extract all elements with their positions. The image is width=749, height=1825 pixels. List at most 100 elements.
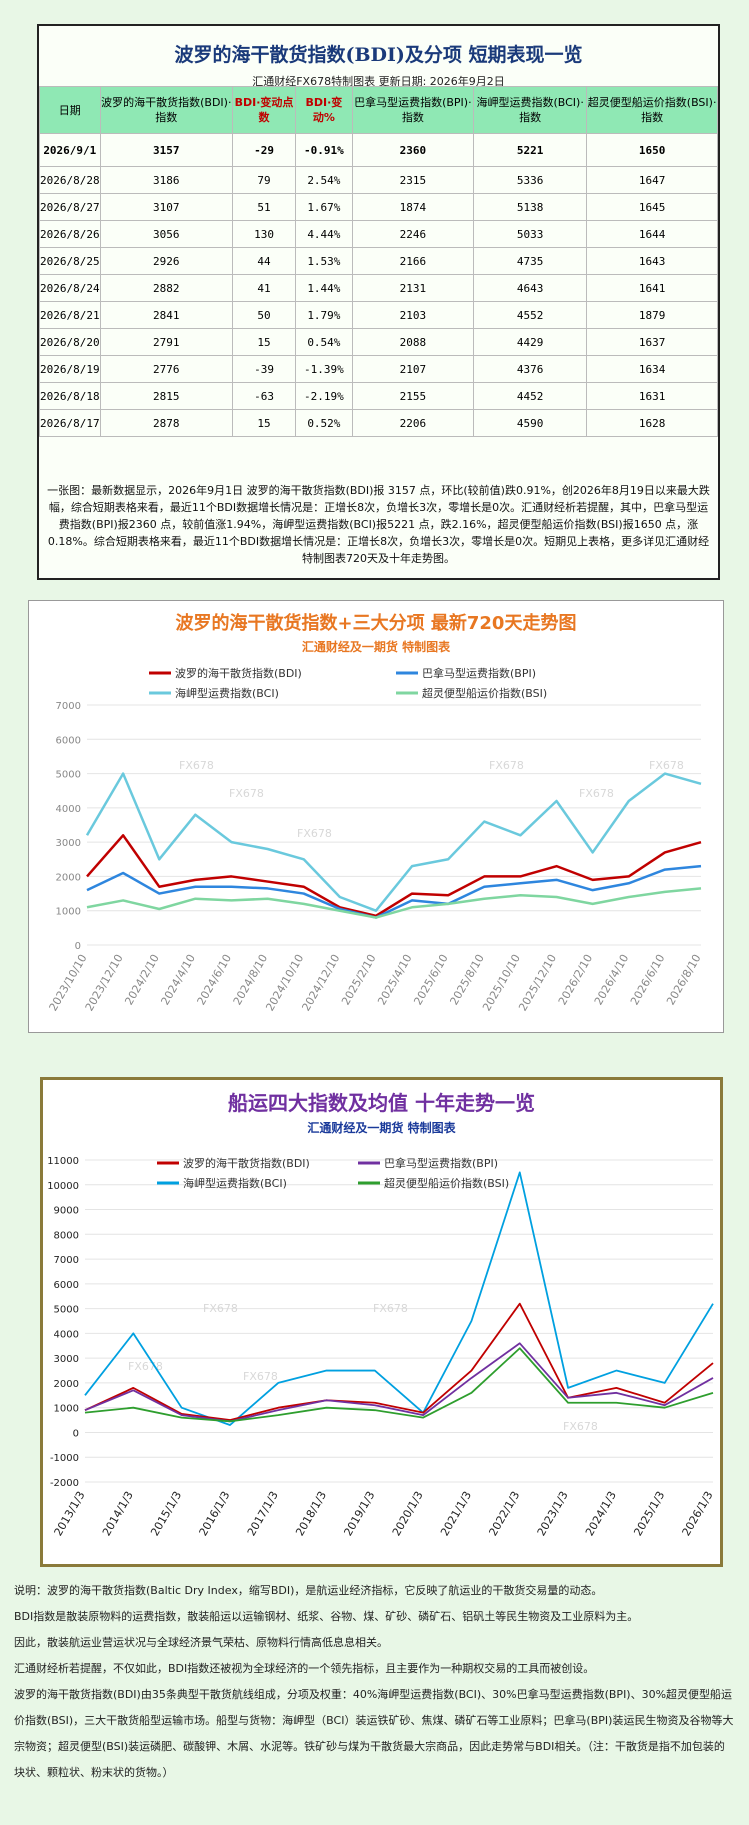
x-tick-label: 2019/1/3 xyxy=(341,1489,377,1538)
x-tick-label: 2025/10/10 xyxy=(480,952,523,1013)
y-tick-label: -2000 xyxy=(50,1478,79,1489)
watermark: FX678 xyxy=(297,827,332,840)
table-header-cell: BDI·变动% xyxy=(295,86,353,134)
x-tick-label: 2026/8/10 xyxy=(664,952,703,1007)
series-line xyxy=(84,1302,714,1421)
table-cell: -2.19% xyxy=(295,382,353,410)
y-tick-label: 3000 xyxy=(56,838,81,849)
table-row: 2026/8/24 2882 41 1.44% 2131 4643 1641 xyxy=(39,274,718,302)
table-row: 2026/8/26 3056 130 4.44% 2246 5033 1644 xyxy=(39,220,718,248)
table-cell: 4452 xyxy=(473,382,588,410)
x-tick-label: 2025/1/3 xyxy=(631,1489,667,1538)
y-tick-label: 11000 xyxy=(47,1156,79,1167)
explanation-notes: 说明：波罗的海干散货指数(Baltic Dry Index，缩写BDI)，是航运… xyxy=(14,1578,735,1786)
watermark: FX678 xyxy=(243,1370,278,1383)
chart-title: 波罗的海干散货指数+三大分项 最新720天走势图 xyxy=(176,612,577,634)
table-cell: 4643 xyxy=(473,274,588,302)
series-line xyxy=(86,887,702,919)
y-tick-label: 1000 xyxy=(56,907,81,918)
x-tick-label: 2026/4/10 xyxy=(592,952,631,1007)
table-cell: 2026/9/1 xyxy=(39,133,101,167)
watermark: FX678 xyxy=(203,1302,238,1315)
series-line xyxy=(84,1342,714,1423)
table-cell: 130 xyxy=(231,220,297,248)
table-row: 2026/8/21 2841 50 1.79% 2103 4552 1879 xyxy=(39,301,718,329)
table-subtitle: 汇通财经FX678特制图表 更新日期: 2026年9月2日 xyxy=(252,75,505,88)
table-title: 波罗的海干散货指数(BDI)及分项 短期表现一览 xyxy=(174,44,583,66)
table-row: 2026/8/27 3107 51 1.67% 1874 5138 1645 xyxy=(39,193,718,221)
table-cell: 1644 xyxy=(586,220,718,248)
table-cell: 2026/8/28 xyxy=(39,166,101,194)
table-cell: 15 xyxy=(231,409,297,437)
table-cell: 0.54% xyxy=(295,328,353,356)
y-tick-label: 1000 xyxy=(54,1404,79,1415)
table-cell: 1643 xyxy=(586,247,718,275)
y-tick-label: 0 xyxy=(73,1428,79,1439)
chart-ten-years: 船运四大指数及均值 十年走势一览 汇通财经及一期货 特制图表 -2000 -1000 0… xyxy=(40,1077,723,1567)
watermark: FX678 xyxy=(579,787,614,800)
table-cell: -0.91% xyxy=(295,133,353,167)
x-tick-label: 2022/1/3 xyxy=(486,1489,522,1538)
x-tick-label: 2024/8/10 xyxy=(231,952,270,1007)
x-tick-label: 2021/1/3 xyxy=(438,1489,474,1538)
table-cell: 2026/8/18 xyxy=(39,382,101,410)
y-tick-label: 7000 xyxy=(54,1255,79,1266)
table-header-cell: 巴拿马型运费指数(BPI)·指数 xyxy=(351,86,475,134)
table-cell: 1879 xyxy=(586,301,718,329)
table-row: 2026/9/1 3157 -29 -0.91% 2360 5221 1650 xyxy=(39,133,718,167)
table-cell: 5138 xyxy=(473,193,588,221)
table-cell: 2882 xyxy=(99,274,233,302)
legend-label: 巴拿马型运费指数(BPI) xyxy=(422,666,536,680)
y-tick-label: 3000 xyxy=(54,1354,79,1365)
y-tick-label: 4000 xyxy=(56,804,81,815)
table-cell: 1.79% xyxy=(295,301,353,329)
watermark: FX678 xyxy=(179,759,214,772)
table-cell: 2026/8/25 xyxy=(39,247,101,275)
y-tick-label: 5000 xyxy=(56,770,81,781)
table-cell: 4735 xyxy=(473,247,588,275)
table-cell: 2088 xyxy=(351,328,475,356)
y-tick-label: 2000 xyxy=(54,1379,79,1390)
table-cell: 0.52% xyxy=(295,409,353,437)
table-cell: 2131 xyxy=(351,274,475,302)
watermark: FX678 xyxy=(128,1360,163,1373)
table-cell: 2155 xyxy=(351,382,475,410)
table-cell: 41 xyxy=(231,274,297,302)
table-cell: 5221 xyxy=(473,133,588,167)
table-cell: 2926 xyxy=(99,247,233,275)
table-header-cell: 海岬型运费指数(BCI)·指数 xyxy=(473,86,588,134)
table-cell: 5033 xyxy=(473,220,588,248)
table-cell: 4.44% xyxy=(295,220,353,248)
x-tick-label: 2025/8/10 xyxy=(447,952,486,1007)
series-line xyxy=(84,1347,714,1423)
table-cell: 4590 xyxy=(473,409,588,437)
legend-label: 海岬型运费指数(BCI) xyxy=(175,686,279,700)
table-cell: 2776 xyxy=(99,355,233,383)
table-row: 2026/8/18 2815 -63 -2.19% 2155 4452 1631 xyxy=(39,382,718,410)
table-cell: 44 xyxy=(231,247,297,275)
legend-label: 波罗的海干散货指数(BDI) xyxy=(183,1156,310,1170)
y-tick-label: -1000 xyxy=(50,1453,79,1464)
legend-label: 海岬型运费指数(BCI) xyxy=(183,1176,287,1190)
table-cell: 2878 xyxy=(99,409,233,437)
x-tick-label: 2023/1/3 xyxy=(535,1489,571,1538)
table-cell: 50 xyxy=(231,301,297,329)
x-tick-label: 2023/10/10 xyxy=(47,952,90,1013)
x-tick-label: 2025/4/10 xyxy=(375,952,414,1007)
x-tick-label: 2013/1/3 xyxy=(52,1489,88,1538)
table-cell: 2026/8/24 xyxy=(39,274,101,302)
table-cell: 1637 xyxy=(586,328,718,356)
y-tick-label: 6000 xyxy=(54,1280,79,1291)
table-cell: 4376 xyxy=(473,355,588,383)
index-table-panel: 波罗的海干散货指数(BDI)及分项 短期表现一览 汇通财经FX678特制图表 更… xyxy=(37,24,720,580)
chart-subtitle: 汇通财经及一期货 特制图表 xyxy=(302,639,451,654)
table-row: 2026/8/20 2791 15 0.54% 2088 4429 1637 xyxy=(39,328,718,356)
y-tick-label: 4000 xyxy=(54,1329,79,1340)
x-tick-label: 2025/12/10 xyxy=(516,952,559,1013)
series-line xyxy=(86,834,702,918)
table-cell: 2103 xyxy=(351,301,475,329)
x-tick-label: 2024/10/10 xyxy=(263,952,306,1013)
x-tick-label: 2018/1/3 xyxy=(293,1489,329,1538)
x-tick-label: 2026/2/10 xyxy=(556,952,595,1007)
legend-label: 巴拿马型运费指数(BPI) xyxy=(384,1156,498,1170)
